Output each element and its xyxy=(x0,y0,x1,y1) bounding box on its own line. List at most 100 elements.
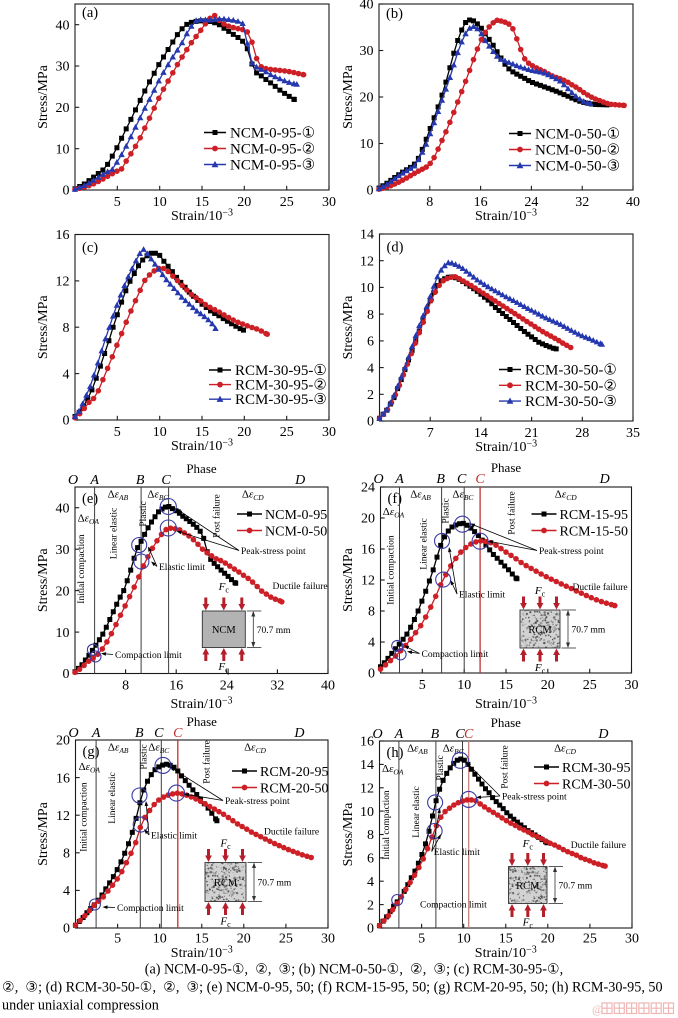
svg-text:A: A xyxy=(394,472,404,487)
svg-text:(a) NCM-0-95-①, ②, ③; (b) NCM-: (a) NCM-0-95-①, ②, ③; (b) NCM-0-50-①, ②,… xyxy=(145,962,563,978)
svg-text:Strain/10−3: Strain/10−3 xyxy=(475,696,537,713)
svg-text:RCM-30-50-②: RCM-30-50-② xyxy=(525,378,617,394)
svg-text:15: 15 xyxy=(499,678,513,693)
svg-text:ΔεCD: ΔεCD xyxy=(555,489,577,503)
svg-text:30: 30 xyxy=(360,44,374,59)
svg-text:ΔεAB: ΔεAB xyxy=(108,742,129,756)
svg-text:Plastic: Plastic xyxy=(442,498,452,523)
svg-text:10: 10 xyxy=(56,626,70,641)
svg-text:NCM-0-50: NCM-0-50 xyxy=(265,525,327,540)
svg-text:Strain/10−3: Strain/10−3 xyxy=(171,696,233,713)
svg-text:Fc: Fc xyxy=(522,838,534,852)
svg-text:0: 0 xyxy=(63,414,70,429)
svg-text:30: 30 xyxy=(625,678,639,693)
svg-text:Phase: Phase xyxy=(491,715,522,730)
svg-text:Stress/MPa: Stress/MPa xyxy=(36,548,51,613)
svg-text:16: 16 xyxy=(361,543,375,558)
svg-text:Stress/MPa: Stress/MPa xyxy=(341,547,356,612)
svg-text:Initial compaction: Initial compaction xyxy=(382,790,392,860)
svg-text:Fc: Fc xyxy=(534,662,546,676)
svg-text:0: 0 xyxy=(367,415,374,430)
svg-text:C: C xyxy=(457,472,467,487)
svg-text:(h): (h) xyxy=(387,745,404,761)
svg-text:20: 20 xyxy=(361,512,375,527)
svg-text:70.7 mm: 70.7 mm xyxy=(559,882,593,892)
svg-text:Phase: Phase xyxy=(187,714,218,729)
svg-text:B: B xyxy=(431,727,440,742)
svg-text:RCM-15-95: RCM-15-95 xyxy=(560,508,628,523)
svg-text:NCM-0-50-①: NCM-0-50-① xyxy=(535,127,620,143)
svg-text:Post failure: Post failure xyxy=(500,745,511,789)
svg-text:ΔεCD: ΔεCD xyxy=(554,743,576,757)
svg-text:(a): (a) xyxy=(82,5,98,21)
svg-text:8: 8 xyxy=(368,605,375,620)
svg-text:24: 24 xyxy=(220,679,234,694)
svg-text:8: 8 xyxy=(426,195,433,210)
svg-text:25: 25 xyxy=(280,195,294,210)
svg-text:10: 10 xyxy=(457,932,471,947)
svg-text:Linear elastic: Linear elastic xyxy=(108,772,118,823)
svg-text:0: 0 xyxy=(63,184,70,199)
svg-text:6: 6 xyxy=(367,852,374,867)
svg-text:Post failure: Post failure xyxy=(507,491,518,535)
svg-text:0: 0 xyxy=(367,922,374,937)
svg-text:10: 10 xyxy=(153,932,167,947)
svg-text:Peak-stress point: Peak-stress point xyxy=(225,797,290,807)
svg-text:16: 16 xyxy=(360,735,374,750)
svg-text:Compaction limit: Compaction limit xyxy=(422,650,489,660)
svg-text:Strain/10−3: Strain/10−3 xyxy=(475,208,537,225)
svg-text:RCM-30-95-①: RCM-30-95-① xyxy=(235,363,327,379)
svg-text:30: 30 xyxy=(321,932,335,947)
svg-text:Stress/MPa: Stress/MPa xyxy=(341,64,356,129)
svg-text:6: 6 xyxy=(367,335,374,350)
svg-text:RCM: RCM xyxy=(528,625,552,636)
svg-text:ΔεBC: ΔεBC xyxy=(452,489,474,503)
svg-text:(c): (c) xyxy=(82,240,98,256)
svg-text:40: 40 xyxy=(56,18,70,33)
svg-text:Fc: Fc xyxy=(219,838,231,852)
svg-text:Phase: Phase xyxy=(186,461,217,476)
svg-text:D: D xyxy=(597,727,608,742)
svg-text:ΔεAB: ΔεAB xyxy=(410,489,431,503)
svg-text:30: 30 xyxy=(625,932,639,947)
svg-text:Strain/10−3: Strain/10−3 xyxy=(171,208,233,225)
svg-text:Plastic: Plastic xyxy=(140,744,150,769)
svg-text:12: 12 xyxy=(360,782,374,797)
svg-text:10: 10 xyxy=(153,425,167,440)
svg-text:Ductile failure: Ductile failure xyxy=(571,840,626,851)
svg-text:0: 0 xyxy=(367,184,374,199)
svg-text:ΔεOA: ΔεOA xyxy=(382,763,404,777)
svg-text:10: 10 xyxy=(457,678,471,693)
svg-text:RCM: RCM xyxy=(516,881,540,892)
svg-text:8: 8 xyxy=(63,321,70,336)
svg-text:35: 35 xyxy=(626,426,640,441)
svg-text:NCM-0-50-②: NCM-0-50-② xyxy=(535,143,620,159)
svg-text:(d): (d) xyxy=(387,240,404,256)
svg-text:A: A xyxy=(394,727,404,742)
svg-text:16: 16 xyxy=(169,679,183,694)
svg-text:RCM-15-50: RCM-15-50 xyxy=(560,525,628,540)
svg-text:NCM-0-95-①: NCM-0-95-① xyxy=(230,126,315,142)
svg-text:NCM-0-50-③: NCM-0-50-③ xyxy=(535,159,620,175)
svg-text:4: 4 xyxy=(367,361,374,376)
svg-text:16: 16 xyxy=(474,195,488,210)
svg-text:15: 15 xyxy=(499,932,513,947)
svg-text:12: 12 xyxy=(360,254,374,269)
svg-text:Compaction limit: Compaction limit xyxy=(117,904,184,914)
svg-text:14: 14 xyxy=(360,228,374,243)
svg-text:15: 15 xyxy=(195,425,209,440)
svg-text:10: 10 xyxy=(360,281,374,296)
svg-text:ΔεOA: ΔεOA xyxy=(79,761,101,775)
svg-text:Fc: Fc xyxy=(218,581,230,595)
svg-text:ΔεOA: ΔεOA xyxy=(78,513,100,527)
svg-text:5: 5 xyxy=(419,678,426,693)
svg-text:C: C xyxy=(173,726,183,741)
svg-text:B: B xyxy=(136,473,145,488)
svg-text:14: 14 xyxy=(360,758,374,773)
svg-text:15: 15 xyxy=(195,195,209,210)
svg-text:25: 25 xyxy=(279,932,293,947)
svg-text:Strain/10−3: Strain/10−3 xyxy=(171,438,233,455)
svg-text:20: 20 xyxy=(56,584,70,599)
svg-text:Fc: Fc xyxy=(219,916,231,930)
svg-text:Initial compaction: Initial compaction xyxy=(77,534,87,604)
